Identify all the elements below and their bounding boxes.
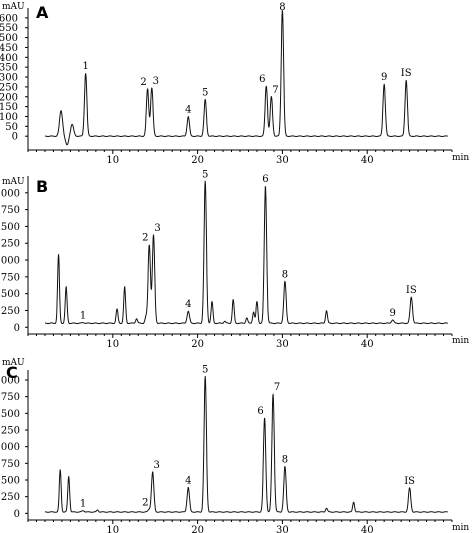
y-tick-label: 750 — [1, 272, 20, 283]
y-tick-label: 1250 — [0, 239, 20, 250]
y-tick-label: 1500 — [0, 409, 20, 420]
peak-label: 5 — [202, 169, 208, 180]
panel-a-y-unit: mAU — [2, 2, 25, 12]
panel-b-plot: 0 250 500 750 1000 1250 1500 1750 2000 10 20 30 40 1 2… — [0, 169, 453, 350]
peak-label: 8 — [282, 270, 288, 281]
peak-label: 6 — [262, 174, 268, 185]
panel-A: A mAU min 050100150200250300350400450500… — [0, 2, 469, 166]
x-tick-label: 40 — [361, 155, 374, 166]
peak-label: 8 — [282, 455, 288, 466]
x-tick-label: 10 — [106, 525, 119, 533]
peak-label: 4 — [185, 475, 191, 486]
y-tick-label: 500 — [1, 289, 20, 300]
panel-a-x-unit: min — [452, 153, 469, 163]
y-tick-label: 250 — [0, 82, 18, 93]
x-tick-label: 20 — [191, 155, 204, 166]
y-tick-label: 2000 — [0, 188, 20, 199]
panel-b-x-unit: min — [452, 336, 469, 346]
peak-label: 7 — [272, 85, 278, 96]
x-tick-label: 30 — [276, 339, 289, 350]
x-tick-label: 30 — [276, 525, 289, 533]
y-tick-label: 1000 — [0, 442, 20, 453]
panel-C: C mAU min 0 250 500 750 1000 1250 1500 1750 2000… — [0, 358, 469, 533]
peak-label: IS — [404, 476, 415, 487]
y-tick-label: 600 — [0, 13, 18, 24]
y-tick-label: 1250 — [0, 426, 20, 437]
y-tick-label: 0 — [12, 132, 18, 143]
y-tick-label: 400 — [0, 53, 18, 64]
y-tick-label: 250 — [1, 492, 20, 503]
peak-label: 2 — [142, 233, 148, 244]
panel-b-letter: B — [36, 177, 48, 196]
peak-label: 5 — [202, 365, 208, 376]
peak-label: 3 — [153, 460, 159, 471]
peak-label: 4 — [185, 299, 191, 310]
peak-label: 3 — [153, 76, 159, 87]
y-tick-label: 100 — [0, 112, 18, 123]
panel-c-letter: C — [6, 363, 18, 382]
x-tick-label: 40 — [361, 525, 374, 533]
panel-a-trace — [44, 10, 448, 146]
panel-b-trace — [44, 180, 448, 325]
y-tick-label: 500 — [0, 33, 18, 44]
peak-label: IS — [406, 285, 417, 296]
y-tick-label: 150 — [0, 102, 18, 113]
peak-label: 2 — [142, 497, 148, 508]
y-tick-label: 350 — [0, 63, 18, 74]
peak-label: 1 — [82, 61, 88, 72]
y-tick-label: 0 — [14, 323, 20, 334]
x-tick-label: 30 — [276, 155, 289, 166]
panel-B: B mAU min 0 250 500 750 1000 1250 1500 1750 2000… — [0, 169, 469, 350]
y-tick-label: 750 — [1, 459, 20, 470]
x-tick-label: 10 — [106, 339, 119, 350]
peak-label: IS — [401, 68, 412, 79]
peak-label: 7 — [274, 382, 280, 393]
peak-label: 1 — [80, 499, 86, 510]
peak-label: 6 — [257, 406, 263, 417]
x-tick-label: 20 — [191, 339, 204, 350]
peak-label: 4 — [185, 104, 191, 115]
y-tick-label: 50 — [5, 122, 18, 133]
y-tick-label: 1750 — [0, 392, 20, 403]
panel-c-plot: 0 250 500 750 1000 1250 1500 1750 2000 10 20 30 40 1 2… — [0, 365, 453, 533]
peak-label: 8 — [279, 2, 285, 13]
panel-c-x-unit: min — [452, 523, 469, 533]
peak-label: 5 — [202, 88, 208, 99]
peak-label: 9 — [381, 72, 387, 83]
panel-c-trace — [44, 375, 448, 513]
y-tick-label: 500 — [1, 476, 20, 487]
peak-label: 6 — [259, 74, 265, 85]
y-tick-label: 1500 — [0, 222, 20, 233]
peak-label: 1 — [80, 311, 86, 322]
panel-a-letter: A — [36, 3, 49, 22]
y-tick-label: 250 — [1, 306, 20, 317]
panel-c-y-unit: mAU — [2, 358, 25, 368]
panel-b-y-unit: mAU — [2, 177, 25, 187]
y-tick-label: 550 — [0, 23, 18, 34]
x-tick-label: 40 — [361, 339, 374, 350]
x-tick-label: 20 — [191, 525, 204, 533]
y-tick-label: 0 — [14, 509, 20, 520]
peak-label: 9 — [389, 308, 395, 319]
y-tick-label: 1750 — [0, 205, 20, 216]
y-tick-label: 450 — [0, 43, 18, 54]
y-tick-label: 1000 — [0, 256, 20, 267]
y-tick-label: 300 — [0, 73, 18, 84]
peak-label: 3 — [154, 223, 160, 234]
peak-label: 2 — [140, 77, 146, 88]
y-tick-label: 200 — [0, 92, 18, 103]
y-tick-label: 2000 — [0, 376, 20, 387]
x-tick-label: 10 — [106, 155, 119, 166]
